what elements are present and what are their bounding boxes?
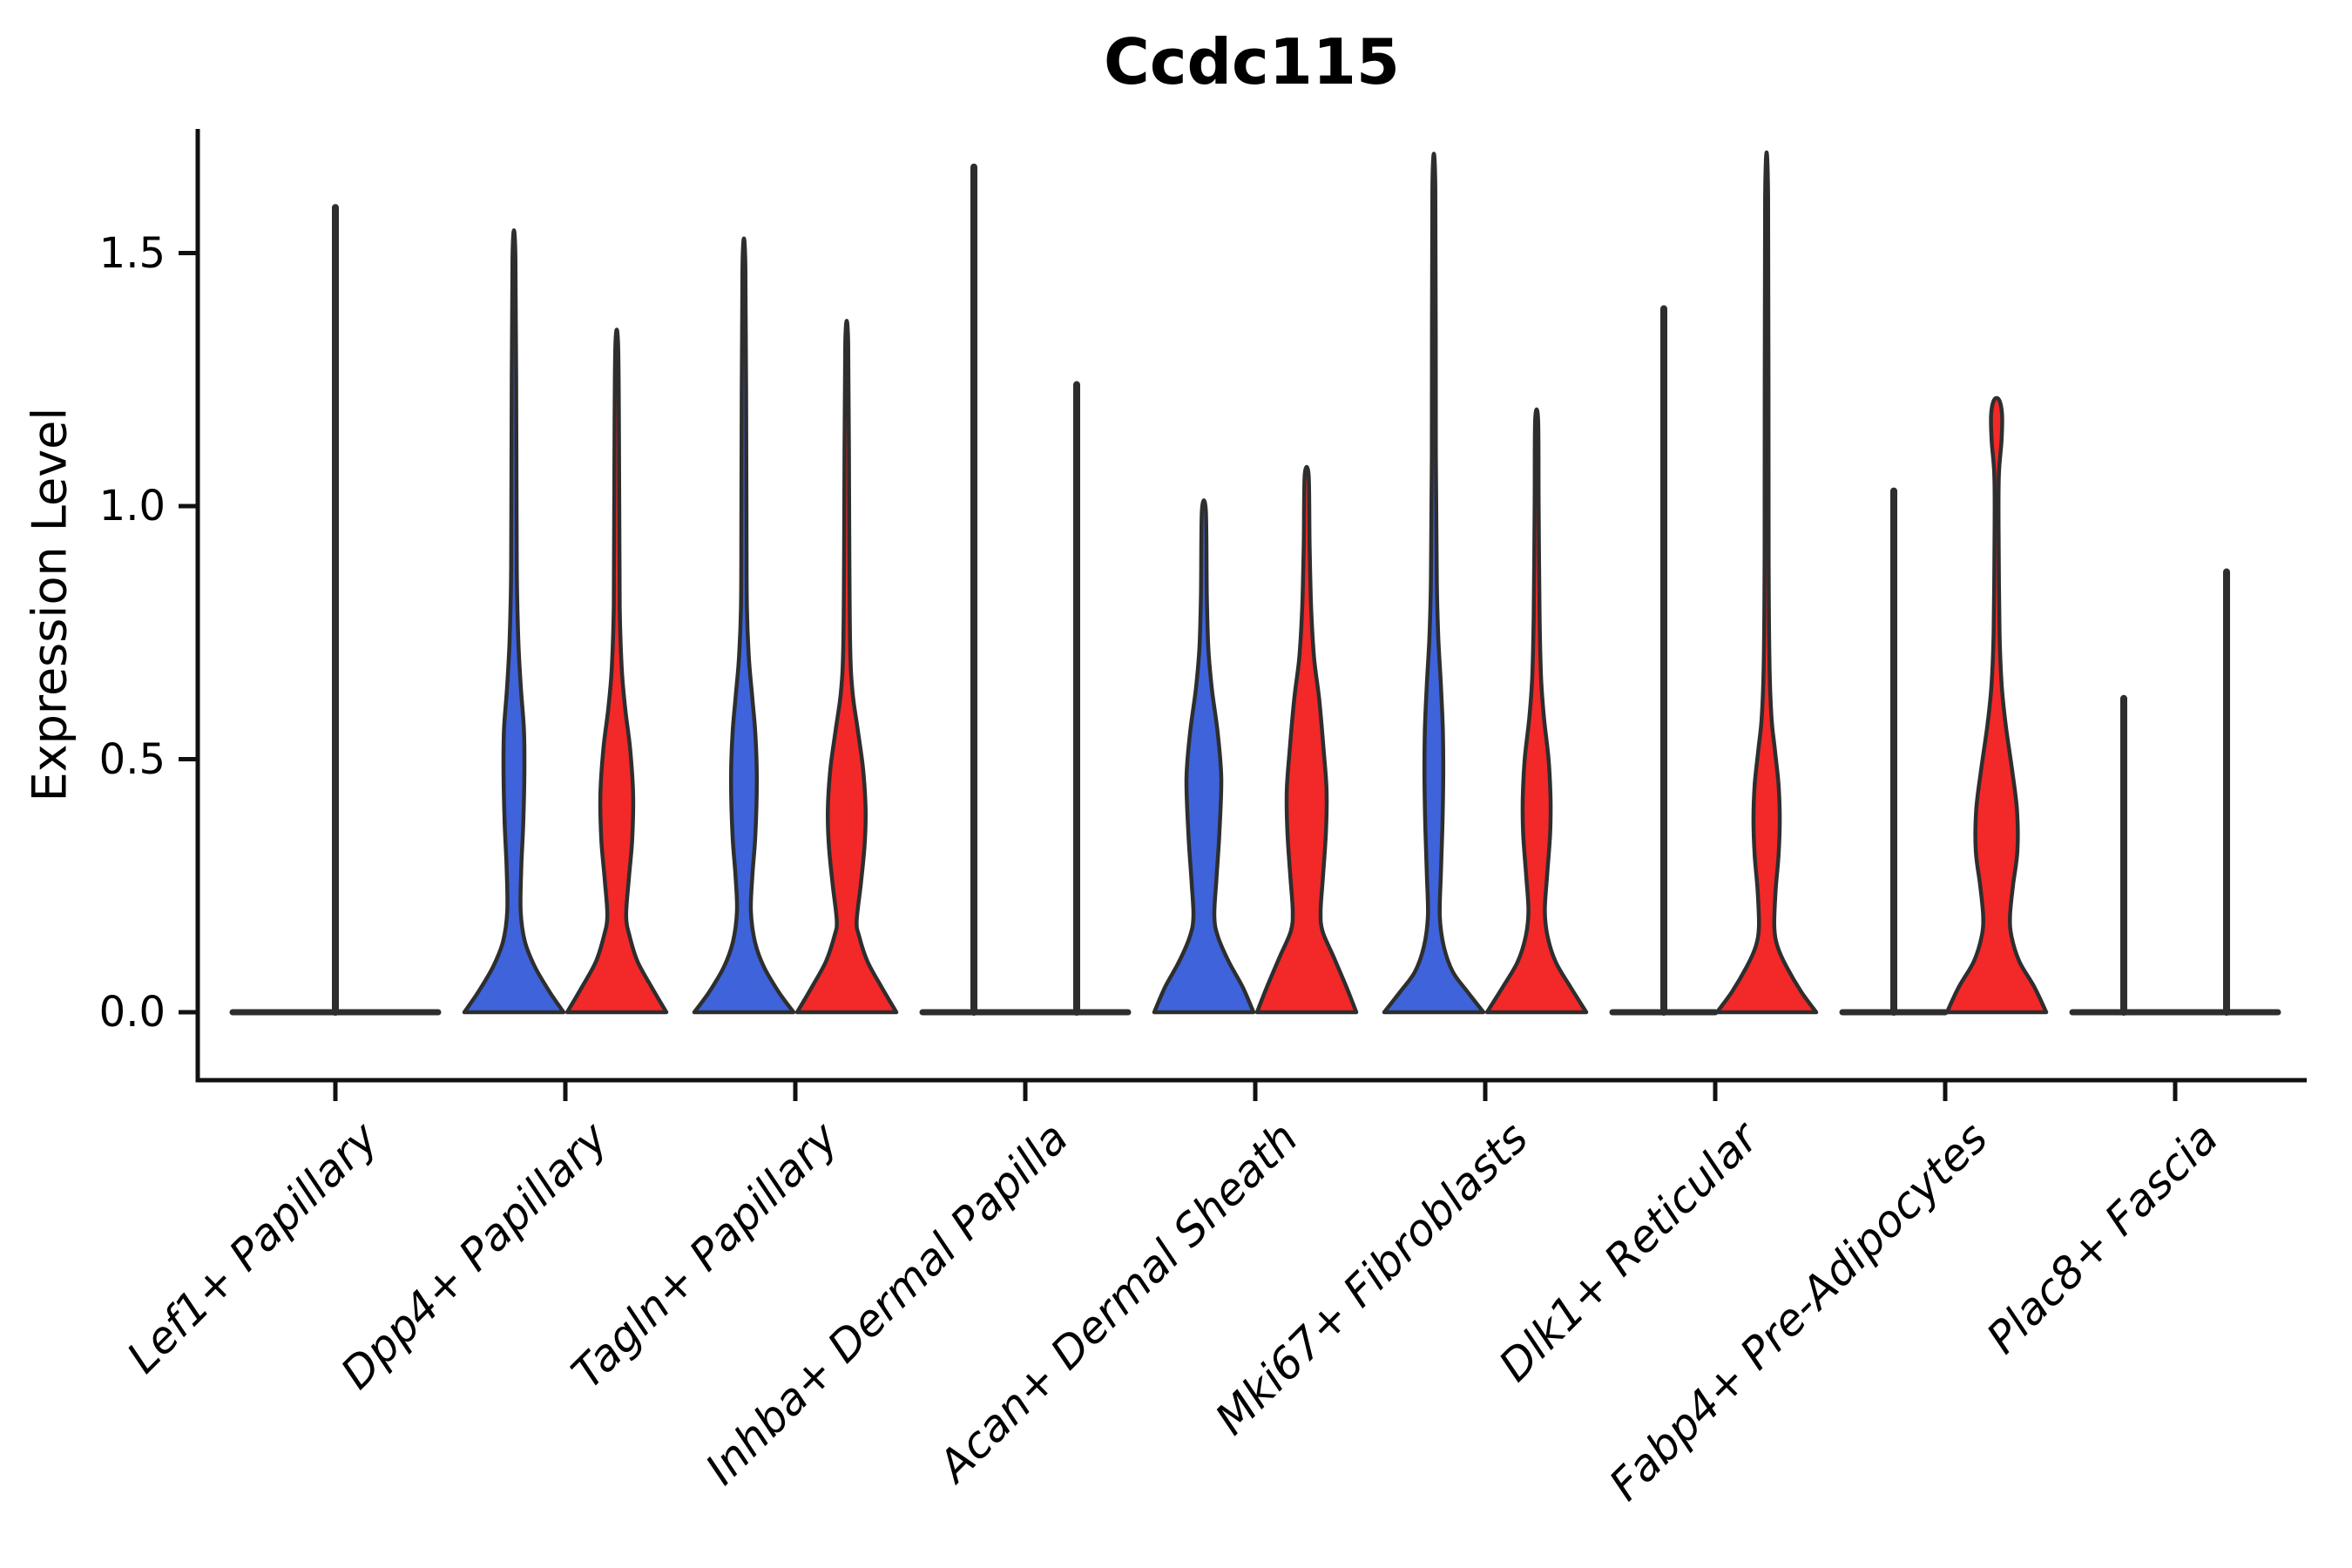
- y-tick-label: 1.5: [98, 228, 166, 278]
- violin-body-blue: [692, 236, 796, 1015]
- violin-body-red: [1484, 407, 1589, 1015]
- violin-body-red: [564, 328, 669, 1015]
- y-axis-label: Expression Level: [22, 407, 78, 802]
- y-tick-label: 1.0: [98, 482, 166, 531]
- violin-body-red: [794, 319, 899, 1015]
- axis-spines: [195, 129, 2307, 1083]
- violin-body-blue: [462, 228, 566, 1015]
- violin-body-blue: [1382, 152, 1486, 1015]
- violin-body-red: [1944, 395, 2049, 1015]
- violin-body-blue: [1152, 498, 1256, 1015]
- violin-body-red: [1254, 464, 1359, 1015]
- y-tick-label: 0.5: [98, 734, 166, 784]
- plot-title: Ccdc115: [1103, 25, 1401, 98]
- violin-body-red: [1714, 150, 1819, 1015]
- y-tick-label: 0.0: [98, 988, 166, 1037]
